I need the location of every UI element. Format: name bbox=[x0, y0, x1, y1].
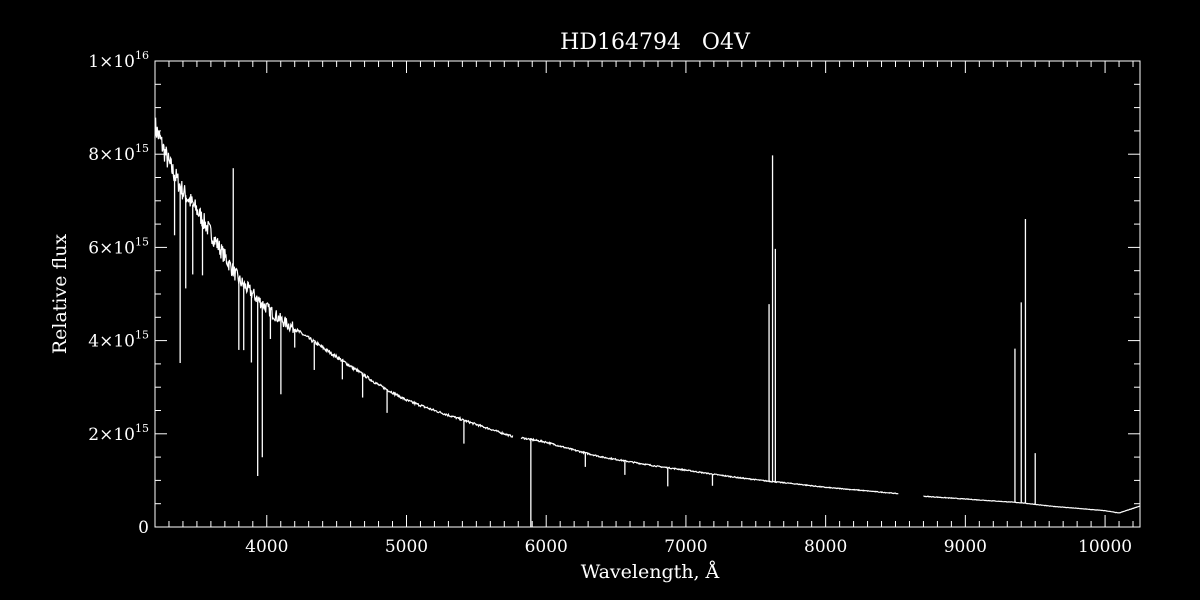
x-tick-label: 8000 bbox=[804, 537, 847, 557]
tick-labels: 4000 5000 6000 7000 8000 9000 10000 0 2×1015 4×10… bbox=[88, 49, 1132, 557]
x-tick-label: 9000 bbox=[944, 537, 987, 557]
x-tick-label: 10000 bbox=[1078, 537, 1132, 557]
y-tick-label: 4×1015 bbox=[88, 329, 149, 352]
axis-ticks bbox=[154, 60, 1140, 528]
chart-title: HD164794 O4V bbox=[560, 30, 751, 55]
y-tick-label: 0 bbox=[138, 518, 149, 538]
x-tick-label: 5000 bbox=[385, 537, 428, 557]
spectrum-line bbox=[154, 117, 1141, 514]
y-tick-label: 1×1016 bbox=[88, 49, 149, 72]
y-tick-label: 8×1015 bbox=[88, 142, 149, 165]
x-axis-label: Wavelength, Å bbox=[581, 561, 720, 583]
y-tick-label: 2×1015 bbox=[88, 422, 149, 445]
x-tick-label: 7000 bbox=[664, 537, 707, 557]
x-tick-label: 4000 bbox=[245, 537, 288, 557]
plot-frame bbox=[154, 60, 1141, 528]
x-tick-label: 6000 bbox=[525, 537, 568, 557]
y-tick-label: 6×1015 bbox=[88, 235, 149, 258]
y-axis-label: Relative flux bbox=[49, 234, 71, 355]
series-layer bbox=[154, 117, 1141, 527]
